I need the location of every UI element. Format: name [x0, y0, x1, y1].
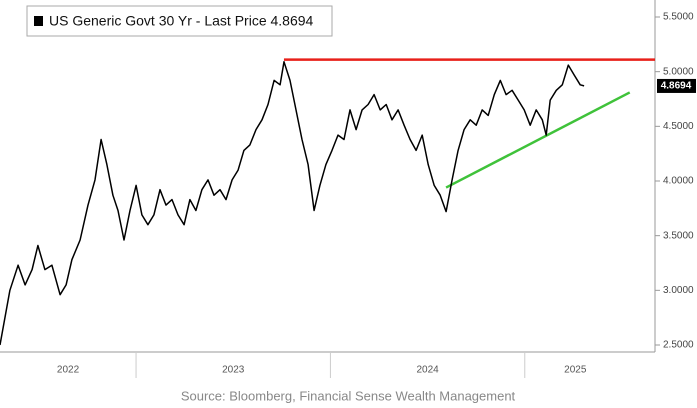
y-tick-label: 3.5000	[663, 230, 694, 241]
legend-box	[26, 5, 333, 37]
last-price-label: 4.8694	[661, 81, 692, 92]
trend-line	[445, 91, 631, 189]
source: Source: Bloomberg, Financial Sense Wealt…	[181, 388, 516, 403]
x-tick-label: 2022	[57, 365, 80, 376]
y-tick-label: 2.5000	[663, 340, 694, 351]
x-tick-label: 2023	[222, 365, 245, 376]
legend-swatch	[34, 16, 43, 26]
x-tick-label: 2025	[564, 365, 587, 376]
y-tick-label: 5.5000	[663, 12, 694, 23]
legend-label: US Generic Govt 30 Yr - Last Price 4.869…	[49, 13, 314, 29]
last-price-tag	[657, 78, 696, 93]
y-tick-label: 5.0000	[663, 66, 694, 77]
x-tick-label: 2024	[416, 365, 439, 376]
price-line	[0, 61, 585, 346]
y-tick-label: 3.0000	[663, 285, 694, 296]
y-tick-label: 4.5000	[663, 121, 694, 132]
y-tick-label: 4.0000	[663, 176, 694, 187]
